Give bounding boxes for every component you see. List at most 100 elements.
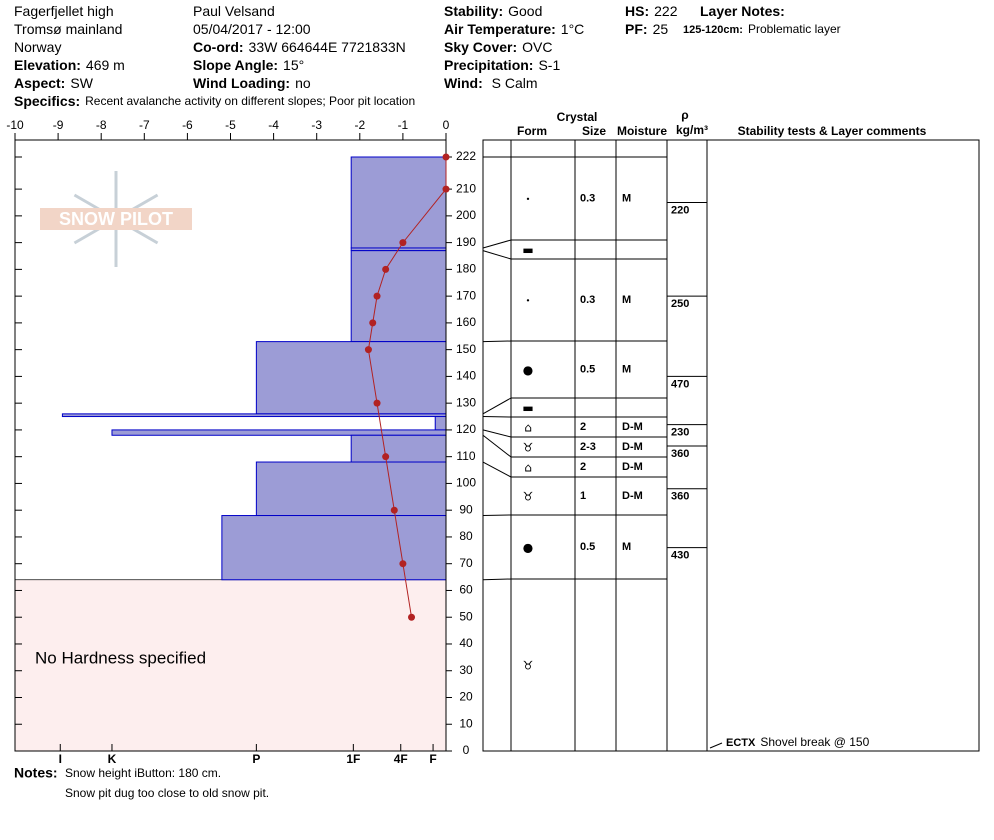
layer-connector (482, 239, 512, 249)
field-value: 222 (654, 3, 678, 19)
moisture: M (622, 541, 631, 553)
header-field: Wind: S Calm (444, 75, 538, 91)
layer-connector (482, 578, 512, 581)
x-tick-label: -2 (354, 118, 365, 132)
header-crystal: Crystal (557, 110, 598, 124)
temperature-point (369, 319, 377, 327)
layer-connector (482, 397, 512, 415)
y-tick-label: 60 (459, 583, 473, 597)
field-value: Tromsø mainland (14, 21, 122, 37)
no-hardness-label: No Hardness specified (35, 648, 206, 667)
x-tick-label: 0 (443, 118, 450, 132)
header-size: Size (582, 124, 606, 138)
field-label: Aspect: (14, 75, 65, 91)
field-value: Norway (14, 39, 61, 55)
x-tick-label: -7 (139, 118, 150, 132)
temperature-point (382, 453, 390, 461)
y-tick-label: 90 (459, 502, 473, 516)
crystal-form: ♉ (523, 490, 534, 504)
field-value: 05/04/2017 - 12:00 (193, 21, 311, 37)
header-comments: Stability tests & Layer comments (738, 124, 927, 138)
field-value: 15° (283, 57, 304, 73)
hardness-tick-label: I (59, 752, 62, 766)
density-value: 220 (671, 204, 689, 216)
field-value: Good (508, 3, 542, 19)
layer-connector (482, 250, 512, 260)
y-tick-label: 120 (456, 422, 476, 436)
logo-band (40, 208, 192, 230)
header-field: HS: 222 (625, 3, 678, 19)
hardness-tick-label: K (108, 752, 117, 766)
header-field: PF: 25 (625, 21, 668, 37)
crystal-form: ▬ (522, 243, 533, 257)
crystal-form: ♉ (523, 441, 534, 455)
field-value: S Calm (488, 75, 538, 91)
field-value: 469 m (86, 57, 125, 73)
crystal-form: • (526, 195, 531, 204)
crystal-size: 2 (580, 461, 586, 473)
header-field: Wind Loading: no (193, 75, 311, 91)
x-tick-label: -5 (225, 118, 236, 132)
field-label: Sky Cover: (444, 39, 517, 55)
header-field: Tromsø mainland (14, 21, 122, 37)
y-tick-label: 130 (456, 395, 476, 409)
y-tick-label: 222 (456, 149, 476, 163)
crystal-size: 0.3 (580, 294, 595, 306)
header-field: Sky Cover: OVC (444, 39, 553, 55)
y-tick-label: 0 (463, 743, 470, 757)
header-field: 05/04/2017 - 12:00 (193, 21, 311, 37)
crystal-form: • (526, 297, 531, 306)
header-field: Slope Angle: 15° (193, 57, 304, 73)
crystal-size: 1 (580, 490, 586, 502)
moisture: D-M (622, 421, 643, 433)
field-value: Paul Velsand (193, 3, 275, 19)
crystal-form: ♉ (523, 659, 534, 673)
field-label: Wind Loading: (193, 75, 290, 91)
x-tick-label: -8 (96, 118, 107, 132)
temperature-point (442, 153, 450, 161)
crystal-size: 0.5 (580, 363, 595, 375)
test: ECTX Shovel break @ 150 (726, 735, 870, 749)
field-value: S-1 (538, 57, 560, 73)
header-field: Specifics: Recent avalanche activity on d… (14, 93, 415, 109)
note-line: Snow height iButton: 180 cm. (65, 766, 221, 780)
crystal-form: ▬ (522, 401, 533, 415)
y-tick-label: 30 (459, 663, 473, 677)
moisture: D-M (622, 441, 643, 453)
test-arrow (709, 742, 723, 749)
field-value: OVC (522, 39, 552, 55)
field-label: Layer Notes: (700, 3, 785, 19)
temperature-line (367, 157, 447, 618)
header-field: 125-120cm: Problematic layer (683, 22, 841, 36)
hardness-bar (111, 429, 447, 436)
y-tick-label: 110 (456, 449, 475, 463)
header-field: Layer Notes: (700, 3, 785, 19)
field-label: Precipitation: (444, 57, 533, 73)
x-tick-label: -3 (311, 118, 322, 132)
moisture: D-M (622, 490, 643, 502)
notes-label: Notes: (14, 765, 58, 781)
crystal-size: 0.5 (580, 541, 595, 553)
y-tick-label: 210 (456, 181, 476, 195)
header-density-unit: kg/m³ (676, 123, 708, 137)
density-value: 360 (671, 491, 689, 503)
test-comment: Shovel break @ 150 (760, 735, 869, 749)
density-value: 250 (671, 298, 689, 310)
layer-connector (482, 340, 512, 343)
temperature-point (390, 506, 398, 514)
temperature-point (364, 346, 372, 354)
field-value: 33W 664644E 7721833N (249, 39, 406, 55)
hardness-tick-label: 4F (394, 752, 408, 766)
crystal-form: ⌂ (524, 421, 532, 435)
hardness-bar (350, 156, 447, 249)
test-code: ECTX (726, 737, 756, 749)
hardness-tick-label: P (252, 752, 260, 766)
x-tick-label: -4 (268, 118, 279, 132)
y-tick-label: 80 (459, 529, 473, 543)
moisture: M (622, 294, 631, 306)
x-tick-label: -9 (53, 118, 64, 132)
y-tick-label: 170 (456, 288, 476, 302)
header-field: Elevation: 469 m (14, 57, 125, 73)
y-tick-label: 190 (456, 235, 476, 249)
field-label: Air Temperature: (444, 21, 556, 37)
